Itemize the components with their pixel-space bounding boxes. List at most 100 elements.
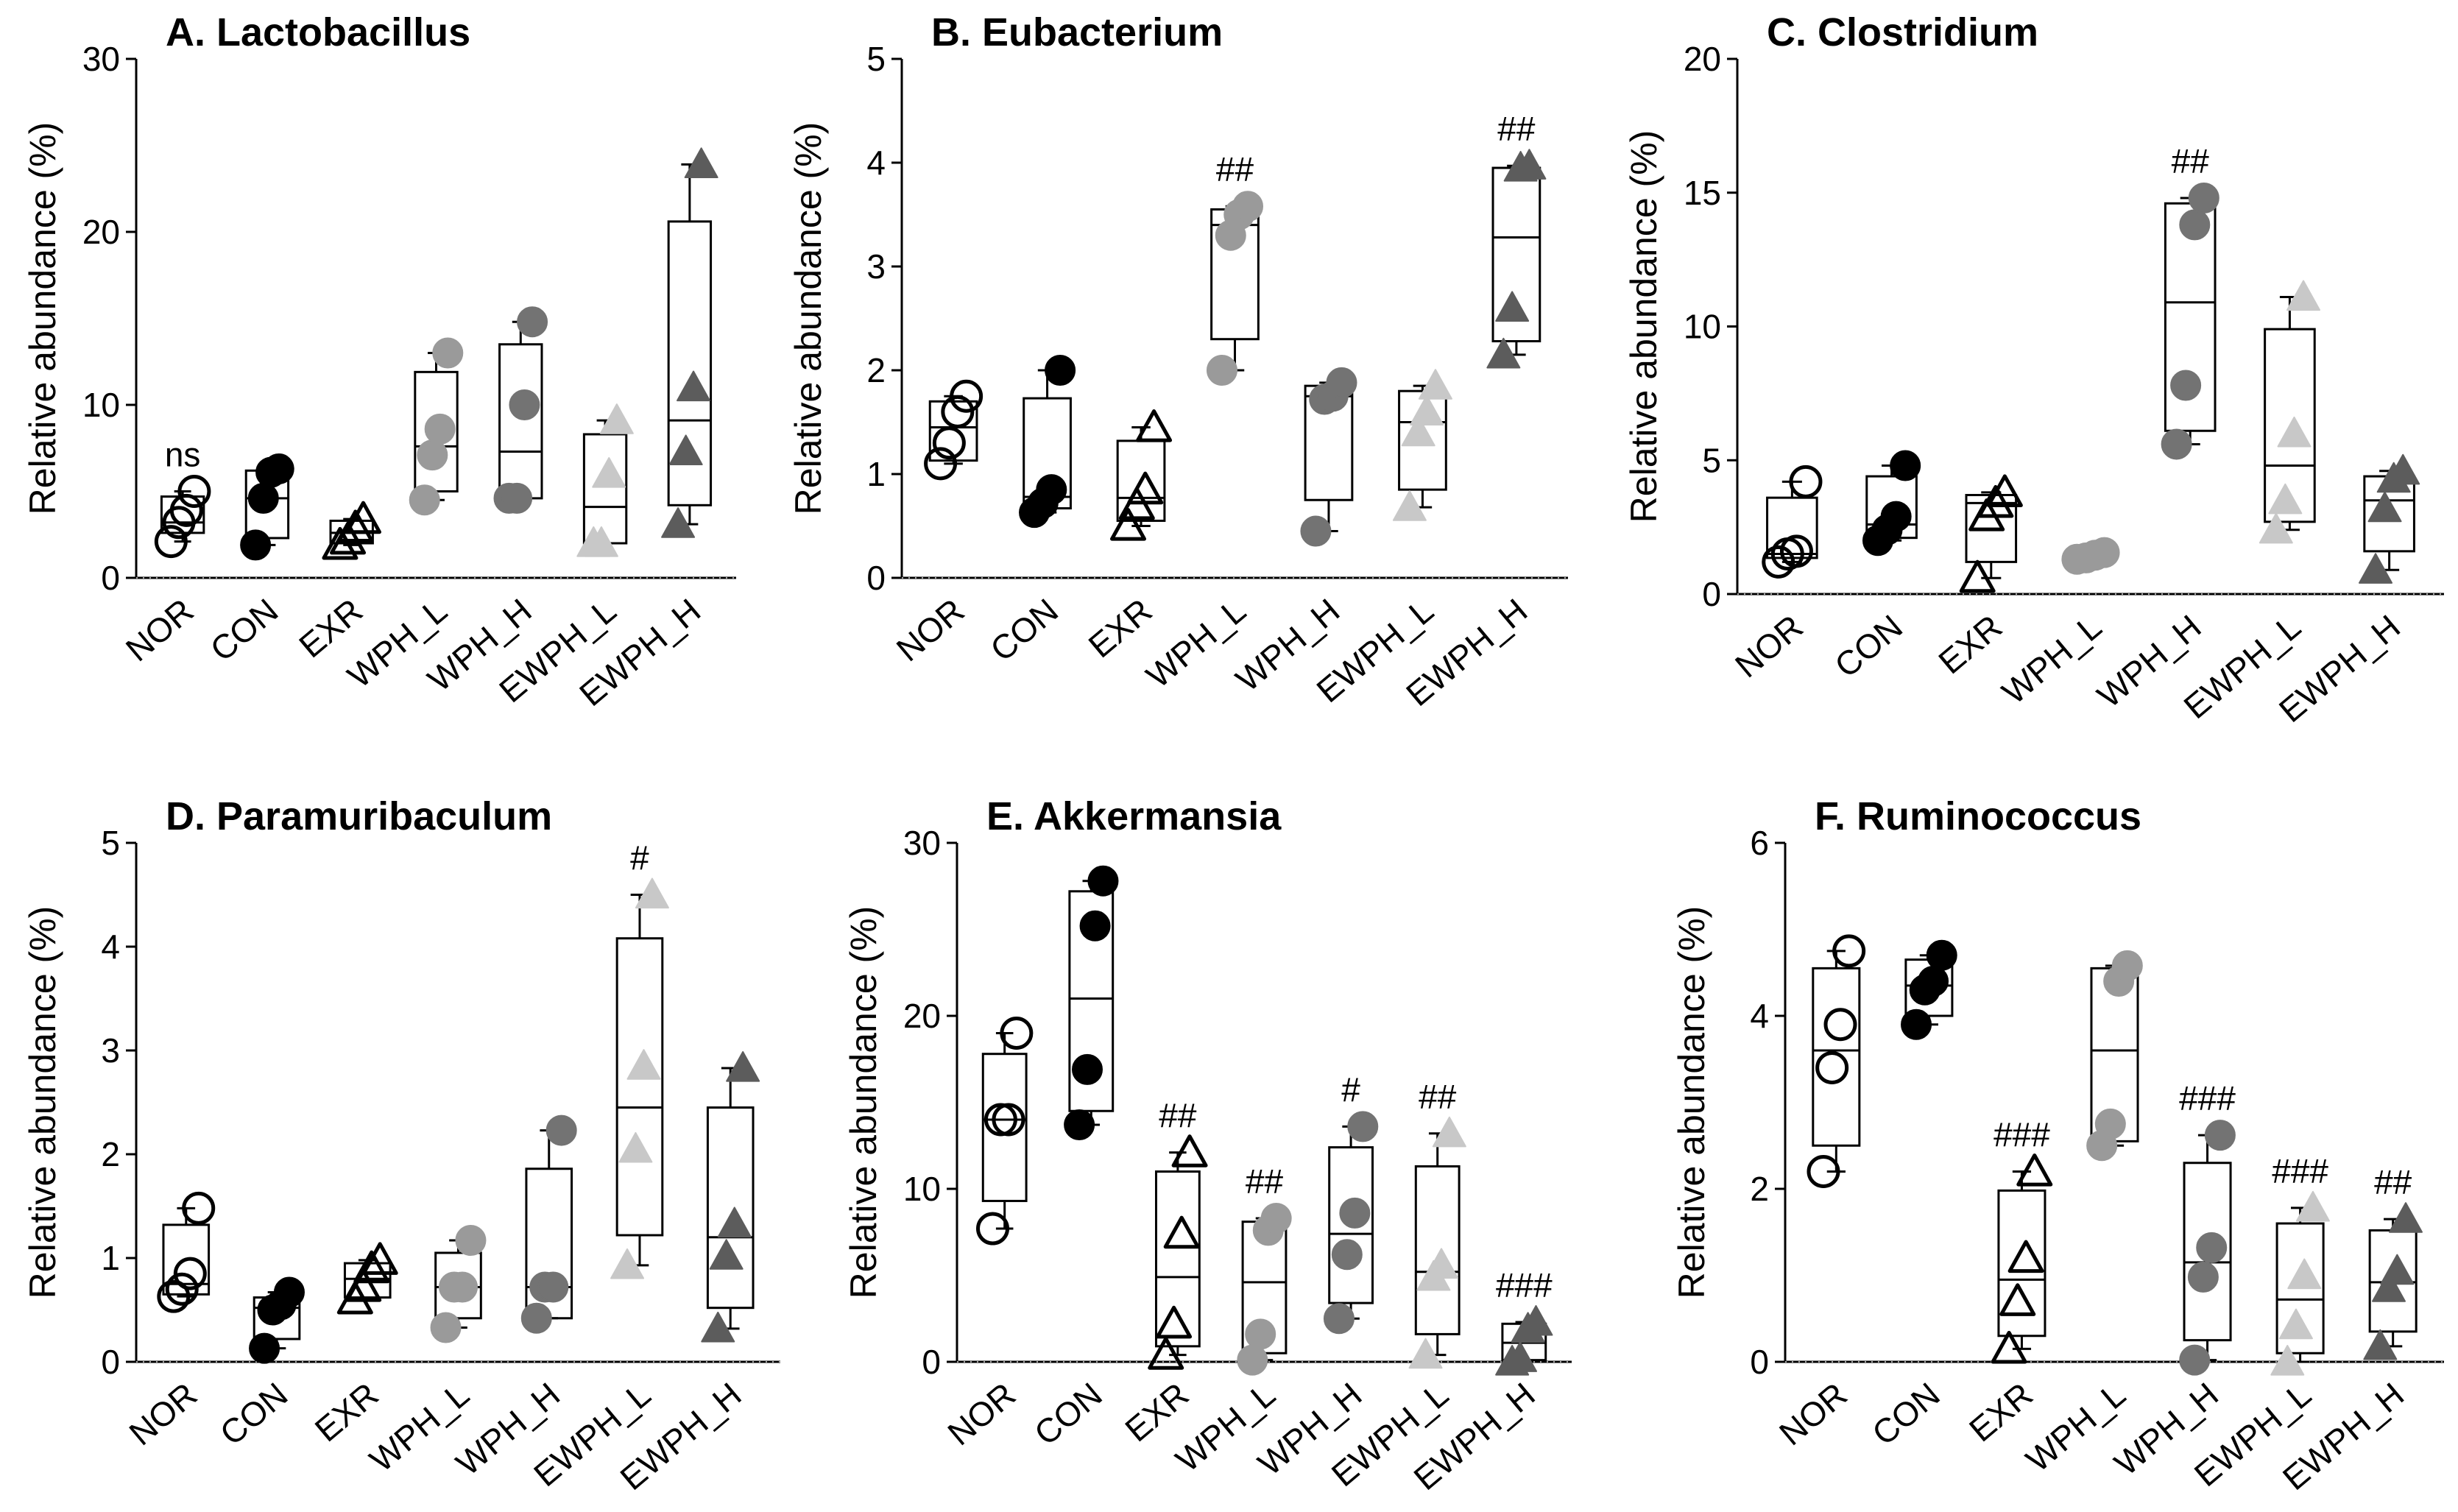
- chart-title: E. Akkermansia: [986, 794, 1282, 838]
- y-axis-label: Relative abundance (%): [22, 122, 63, 515]
- y-tick-label: 10: [1684, 308, 1721, 346]
- data-point: [353, 1250, 390, 1284]
- data-point: [684, 147, 718, 178]
- data-point: [1148, 1337, 1184, 1370]
- y-tick-label: 4: [1750, 997, 1769, 1035]
- box-iqr: [1997, 1189, 2046, 1338]
- data-point: [1410, 395, 1444, 425]
- box-con: [249, 1276, 305, 1364]
- data-point: [1977, 484, 2014, 518]
- x-tick-label: WPH_L: [1995, 607, 2109, 712]
- data-point: [2268, 483, 2303, 515]
- data-point: [447, 1271, 478, 1303]
- x-tick-label: EXR: [1962, 1375, 2040, 1449]
- significance-label: ##: [1419, 1078, 1457, 1116]
- box-iqr: [1068, 890, 1115, 1112]
- data-point: [182, 1191, 216, 1225]
- data-point: [2161, 428, 2192, 460]
- data-point: [1991, 1330, 2027, 1364]
- x-tick-label: CON: [983, 591, 1065, 669]
- box-iqr: [706, 1106, 755, 1310]
- significance-label: ###: [1496, 1266, 1553, 1304]
- data-point: [424, 413, 456, 445]
- box-wph-h: [520, 1114, 577, 1334]
- data-point: [709, 1239, 744, 1270]
- data-point: [545, 1114, 577, 1146]
- data-point: [924, 447, 958, 481]
- data-point: [1064, 1109, 1095, 1141]
- significance-label: #: [1341, 1070, 1360, 1109]
- data-point: [1326, 367, 1357, 398]
- box-exr: [1959, 474, 2023, 593]
- data-point: [1392, 490, 1427, 521]
- box-wph-l: [2086, 950, 2143, 1162]
- data-point: [2277, 416, 2312, 448]
- y-tick-label: 6: [1750, 824, 1769, 862]
- data-point: [345, 501, 381, 534]
- data-point: [2016, 1154, 2053, 1187]
- y-tick-label: 30: [82, 40, 120, 78]
- y-tick-label: 0: [1702, 575, 1721, 613]
- data-point: [932, 426, 966, 460]
- box-iqr: [1414, 1165, 1461, 1335]
- chart-title: D. Paramuribaculum: [166, 794, 552, 838]
- box-ewph-l: [2259, 280, 2321, 544]
- y-tick-label: 0: [101, 1343, 120, 1381]
- data-point: [701, 1311, 735, 1343]
- data-point: [2363, 1329, 2398, 1360]
- box-ewph-l: [1392, 369, 1452, 521]
- data-point: [1959, 559, 1996, 593]
- y-tick-label: 0: [922, 1343, 941, 1381]
- data-point: [2170, 370, 2202, 401]
- data-point: [430, 1312, 462, 1343]
- data-point: [2179, 1344, 2211, 1376]
- x-tick-label: NOR: [889, 591, 972, 669]
- box-con: [1901, 939, 1957, 1040]
- data-point: [941, 395, 975, 428]
- data-point: [717, 1207, 752, 1238]
- y-tick-label: 3: [866, 247, 886, 286]
- data-point: [247, 482, 279, 514]
- data-point: [2295, 1190, 2330, 1222]
- data-point: [1260, 1202, 1292, 1234]
- data-point: [2386, 453, 2420, 485]
- box-wph-h: ###: [2179, 1079, 2236, 1376]
- data-point: [1045, 355, 1076, 386]
- data-point: [1901, 1008, 1932, 1040]
- data-point: [1918, 966, 1949, 997]
- significance-label: ###: [2272, 1152, 2328, 1190]
- box-iqr: [1154, 1170, 1201, 1348]
- y-tick-label: 3: [101, 1031, 120, 1070]
- data-point: [1000, 1017, 1034, 1050]
- box-ewph-l: #: [610, 839, 669, 1279]
- box-iqr: [2264, 328, 2316, 523]
- y-tick-label: 0: [101, 559, 120, 597]
- data-point: [1815, 1051, 1849, 1084]
- data-point: [1323, 1303, 1355, 1335]
- box-con: [1862, 450, 1921, 557]
- y-tick-label: 0: [866, 559, 886, 597]
- y-tick-label: 1: [866, 455, 886, 493]
- chart-title: C. Clostridium: [1767, 10, 2038, 54]
- data-point: [2389, 1202, 2423, 1233]
- x-tick-label: NOR: [1772, 1375, 1854, 1453]
- data-point: [1300, 515, 1332, 547]
- significance-label: ###: [1993, 1116, 2050, 1154]
- x-tick-label: CON: [1865, 1375, 1947, 1453]
- data-point: [1331, 1239, 1363, 1271]
- data-point: [2188, 183, 2219, 214]
- data-point: [432, 337, 464, 369]
- data-point: [1986, 474, 2023, 507]
- y-tick-label: 5: [866, 40, 886, 78]
- y-tick-label: 4: [866, 144, 886, 182]
- y-tick-label: 10: [903, 1170, 941, 1208]
- y-tick-label: 1: [101, 1239, 120, 1277]
- box-wph-l: [430, 1225, 487, 1343]
- data-point: [1079, 910, 1111, 942]
- data-point: [1823, 1008, 1857, 1042]
- data-point: [345, 1268, 382, 1302]
- y-axis-label: Relative abundance (%): [1671, 906, 1712, 1299]
- data-point: [584, 526, 618, 557]
- box-ewph-l: [576, 403, 634, 557]
- data-point: [322, 526, 359, 560]
